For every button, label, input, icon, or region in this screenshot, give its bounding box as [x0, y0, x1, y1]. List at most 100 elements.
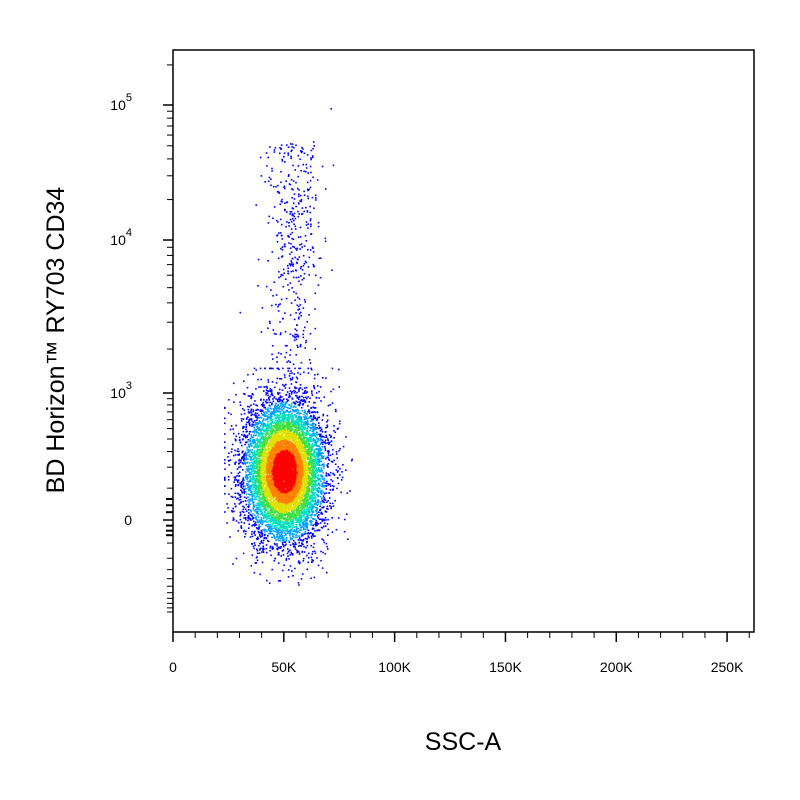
event-point: [268, 527, 271, 530]
event-point: [252, 403, 255, 405]
event-point: [308, 423, 310, 426]
event-point: [341, 471, 343, 473]
event-point: [316, 438, 319, 440]
event-point: [331, 517, 333, 519]
event-point: [311, 472, 313, 474]
event-point: [303, 418, 305, 421]
event-point: [279, 422, 282, 425]
event-point: [265, 408, 267, 410]
event-point: [262, 494, 264, 497]
event-point: [266, 415, 269, 417]
event-point: [280, 448, 282, 450]
event-point: [227, 476, 230, 478]
event-point: [310, 440, 312, 442]
event-point: [247, 465, 250, 468]
event-point: [311, 392, 313, 394]
event-point: [305, 446, 308, 449]
event-point: [256, 527, 259, 530]
event-point: [289, 372, 291, 375]
event-point: [338, 422, 341, 425]
event-point: [299, 403, 301, 405]
event-point: [235, 461, 237, 464]
event-point: [303, 428, 306, 431]
event-point: [239, 511, 242, 514]
event-point: [286, 416, 289, 419]
event-point: [265, 524, 268, 526]
event-point: [264, 494, 267, 496]
event-point: [306, 495, 308, 498]
event-point: [252, 454, 255, 456]
event-point: [301, 502, 303, 505]
event-point: [282, 518, 285, 520]
event-point: [275, 409, 278, 411]
event-point: [283, 445, 286, 448]
event-point: [292, 406, 295, 409]
event-point: [280, 517, 283, 520]
event-point: [303, 447, 306, 450]
event-point: [244, 533, 247, 535]
event-point: [284, 527, 286, 530]
event-point: [243, 522, 246, 524]
event-point: [313, 450, 315, 453]
event-point: [261, 522, 264, 524]
event-point: [314, 441, 316, 443]
event-point: [304, 485, 306, 488]
event-point: [299, 562, 301, 565]
event-point: [323, 479, 325, 481]
event-point: [249, 494, 251, 496]
event-point: [276, 538, 279, 541]
event-point: [284, 504, 286, 506]
event-point: [247, 421, 250, 424]
event-point: [276, 548, 278, 550]
event-point: [312, 465, 314, 468]
event-point: [289, 554, 291, 556]
event-point: [251, 518, 254, 520]
event-point: [275, 398, 277, 400]
event-point: [252, 423, 255, 426]
event-point: [276, 399, 279, 401]
event-point: [253, 472, 256, 474]
event-point: [253, 532, 255, 535]
event-point: [262, 452, 264, 455]
event-point: [316, 427, 318, 429]
event-point: [327, 534, 329, 536]
event-point: [314, 535, 316, 537]
event-point: [274, 430, 277, 432]
event-point: [327, 500, 329, 502]
event-point: [254, 510, 257, 512]
event-point: [304, 489, 306, 492]
event-point: [247, 467, 250, 470]
event-point: [244, 514, 246, 516]
event-point: [310, 544, 312, 547]
event-point: [295, 510, 298, 513]
event-point: [260, 493, 262, 495]
event-point: [311, 503, 313, 505]
event-point: [301, 438, 303, 440]
event-point: [307, 557, 310, 559]
event-point: [235, 424, 237, 427]
event-point: [281, 542, 284, 544]
event-point: [310, 459, 313, 461]
event-point: [253, 484, 256, 486]
event-point: [336, 487, 338, 490]
event-point: [247, 516, 249, 519]
event-point: [293, 450, 295, 453]
event-point: [249, 437, 252, 440]
event-point: [296, 508, 298, 510]
event-point: [261, 535, 263, 538]
event-point: [295, 387, 298, 389]
event-point: [347, 538, 349, 540]
event-point: [301, 474, 303, 476]
event-point: [325, 475, 328, 477]
event-point: [257, 486, 259, 488]
event-point: [315, 480, 318, 483]
event-point: [326, 414, 329, 417]
event-point: [278, 478, 280, 480]
event-point: [305, 458, 307, 460]
event-point: [279, 428, 282, 430]
event-point: [288, 432, 291, 434]
event-point: [253, 414, 255, 416]
event-point: [229, 536, 231, 538]
event-point: [314, 499, 317, 502]
event-point: [248, 454, 250, 456]
